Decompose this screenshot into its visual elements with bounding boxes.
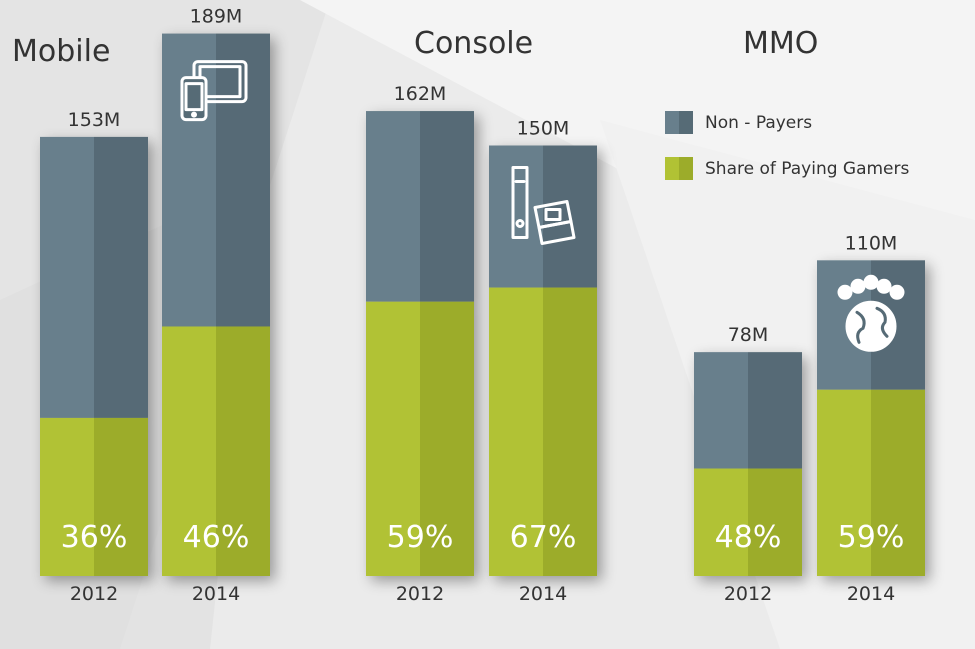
- bar-segment-paying-shade: [94, 417, 148, 576]
- year-label: 2014: [519, 583, 567, 605]
- bar-segment-non-payers: [694, 352, 748, 469]
- share-label: 36%: [61, 520, 128, 555]
- legend-swatch-non-payers: [665, 111, 679, 134]
- console-handheld-icon: [511, 166, 576, 245]
- tablet-phone-icon: [180, 60, 248, 122]
- bar-segment-non-payers-shade: [216, 33, 270, 327]
- panel-mmo: MMO 78M 48% 2012 110M 59% 2014: [694, 26, 925, 605]
- bar-segment-paying: [817, 389, 871, 576]
- year-label: 2012: [724, 583, 772, 605]
- share-label: 48%: [715, 520, 782, 555]
- bar: [366, 111, 474, 576]
- bar-segment-paying-shade: [420, 301, 474, 576]
- bar: [694, 352, 802, 576]
- bar-segment-non-payers: [366, 111, 420, 302]
- bar-segment-non-payers-shade: [420, 111, 474, 302]
- panel-title: Mobile: [12, 34, 110, 69]
- total-label: 110M: [845, 232, 898, 254]
- bar-segment-paying-shade: [543, 287, 597, 576]
- bar-segment-paying: [40, 417, 94, 576]
- total-label: 153M: [68, 109, 121, 131]
- bar-segment-non-payers: [40, 136, 94, 418]
- bar-segment-paying: [162, 326, 216, 576]
- legend-swatch-paying: [665, 157, 679, 180]
- bar-segment-paying-shade: [748, 468, 802, 576]
- bar: [40, 136, 148, 576]
- panel-title: MMO: [743, 26, 818, 61]
- legend-item-non-payers: Non - Payers: [665, 111, 812, 134]
- panel-title: Console: [414, 26, 533, 61]
- total-label: 189M: [190, 6, 243, 28]
- share-label: 59%: [838, 520, 905, 555]
- globe-people-icon: [837, 274, 905, 352]
- year-label: 2014: [192, 583, 240, 605]
- bar-segment-non-payers-shade: [748, 352, 802, 469]
- bar-segment-paying: [694, 468, 748, 576]
- year-label: 2012: [396, 583, 444, 605]
- panel-mobile: Mobile 153M 36% 2012 189M 46% 2014: [12, 6, 270, 605]
- bar-segment-non-payers-shade: [94, 136, 148, 418]
- share-label: 67%: [510, 520, 577, 555]
- total-label: 162M: [394, 83, 447, 105]
- bar: [162, 33, 270, 576]
- bar-segment-paying-shade: [871, 389, 925, 576]
- bar-segment-paying: [489, 287, 543, 576]
- legend-label-non-payers: Non - Payers: [705, 113, 812, 133]
- total-label: 78M: [728, 324, 769, 346]
- panel-console: Console 162M 59% 2012 150M 67% 2014: [366, 26, 597, 605]
- bar: [489, 145, 597, 576]
- year-label: 2012: [70, 583, 118, 605]
- bar-segment-paying: [366, 301, 420, 576]
- legend: Non - Payers Share of Paying Gamers: [665, 111, 910, 180]
- bar-segment-non-payers: [489, 145, 543, 288]
- year-label: 2014: [847, 583, 895, 605]
- legend-label-paying: Share of Paying Gamers: [705, 159, 910, 179]
- bar-segment-paying-shade: [216, 326, 270, 576]
- total-label: 150M: [517, 118, 570, 140]
- share-label: 59%: [387, 520, 454, 555]
- legend-item-paying: Share of Paying Gamers: [665, 157, 910, 180]
- share-label: 46%: [183, 520, 250, 555]
